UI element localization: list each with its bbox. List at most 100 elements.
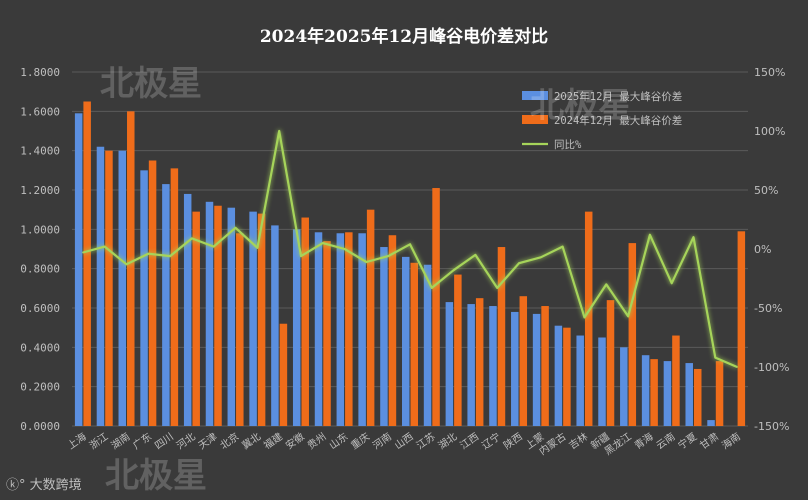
bar-2025 xyxy=(205,201,214,426)
bar-2025 xyxy=(511,311,519,426)
bar-2025 xyxy=(532,313,541,426)
yoy-point xyxy=(714,356,717,359)
yoy-point xyxy=(431,287,433,289)
yoy-point xyxy=(365,261,368,263)
yoy-point xyxy=(343,248,346,250)
bar-2025 xyxy=(554,325,563,426)
bar-2025 xyxy=(96,146,105,426)
bar-2024 xyxy=(148,160,157,426)
yoy-point xyxy=(474,254,477,256)
x-tick-label: 江苏 xyxy=(414,430,438,452)
bar-2024 xyxy=(127,111,135,426)
yoy-point xyxy=(605,283,608,286)
bar-2025 xyxy=(380,247,388,426)
bar-2025 xyxy=(663,361,672,426)
bar-2024 xyxy=(432,188,440,426)
legend-swatch xyxy=(522,115,548,124)
legend-label: 同比% xyxy=(554,138,582,151)
bar-2024 xyxy=(693,368,702,426)
yoy-point xyxy=(387,255,390,257)
y-right-tick-label: 100% xyxy=(754,125,785,138)
y-left-tick-label: 1.4000 xyxy=(20,145,60,158)
yoy-point xyxy=(322,242,324,244)
y-left-tick-label: 1.6000 xyxy=(20,105,60,118)
bar-2024 xyxy=(606,300,615,426)
watermark: 北极星 xyxy=(100,64,202,104)
x-tick-label: 宁夏 xyxy=(675,430,699,452)
bar-2024 xyxy=(628,243,637,426)
y-left-tick-label: 0.0000 xyxy=(20,420,60,433)
bar-2024 xyxy=(497,247,506,426)
watermark: 北极星 xyxy=(105,456,207,496)
x-tick-label: 北京 xyxy=(217,430,241,452)
bar-2025 xyxy=(423,264,432,426)
x-tick-label: 辽宁 xyxy=(479,430,503,452)
x-tick-label: 山西 xyxy=(392,431,415,452)
y-left-tick-label: 0.6000 xyxy=(20,302,60,315)
yoy-point xyxy=(649,234,651,236)
bar-2024 xyxy=(475,298,484,426)
bar-2024 xyxy=(672,335,680,426)
y-right-tick-label: -100% xyxy=(754,361,789,374)
yoy-point xyxy=(540,256,542,259)
bar-2024 xyxy=(214,205,222,426)
x-tick-label: 陕西 xyxy=(501,430,525,452)
x-tick-label: 上海 xyxy=(65,430,89,452)
x-tick-label: 冀北 xyxy=(239,430,263,452)
x-tick-label: 湖北 xyxy=(436,431,459,452)
y-right-tick-label: -150% xyxy=(754,420,789,433)
bar-2025 xyxy=(183,193,192,426)
yoy-point xyxy=(496,287,499,289)
yoy-point xyxy=(583,316,586,319)
x-tick-label: 吉林 xyxy=(566,430,590,452)
bar-2025 xyxy=(162,184,170,426)
bar-2024 xyxy=(279,323,288,426)
bar-2024 xyxy=(236,233,244,426)
x-tick-label: 海南 xyxy=(719,430,743,452)
bar-2024 xyxy=(563,327,571,426)
x-tick-label: 江西 xyxy=(458,431,481,452)
bar-2024 xyxy=(323,241,331,426)
y-left-tick-label: 0.2000 xyxy=(20,381,60,394)
y-left-tick-label: 0.4000 xyxy=(20,341,60,354)
brand-logo-icon: ⓚ° xyxy=(6,478,26,493)
bar-2025 xyxy=(685,363,693,426)
yoy-point xyxy=(212,245,215,248)
y-left-tick-label: 1.0000 xyxy=(20,223,60,236)
legend-label: 2024年12月 最大峰谷价差 xyxy=(554,114,682,127)
x-tick-label: 青海 xyxy=(632,430,656,452)
yoy-point xyxy=(409,243,411,246)
y-left-tick-label: 1.8000 xyxy=(20,66,60,79)
bar-2025 xyxy=(467,304,475,426)
bar-2025 xyxy=(74,113,83,427)
bar-2025 xyxy=(336,233,345,426)
bar-2024 xyxy=(541,306,549,426)
bar-2025 xyxy=(620,347,628,426)
y-right-tick-label: -50% xyxy=(754,302,782,315)
chart-title: 2024年2025年12月峰谷电价差对比 xyxy=(259,27,549,47)
yoy-point xyxy=(278,130,281,132)
yoy-point xyxy=(125,263,128,266)
yoy-point xyxy=(300,255,302,257)
bar-2024 xyxy=(192,211,200,426)
bar-2025 xyxy=(292,229,301,426)
yoy-point xyxy=(82,251,84,254)
bar-2024 xyxy=(301,217,309,426)
bar-2024 xyxy=(454,274,462,426)
bar-2024 xyxy=(257,213,266,426)
bar-2025 xyxy=(445,302,454,426)
yoy-point xyxy=(234,227,237,229)
x-tick-label: 福建 xyxy=(261,430,285,452)
yoy-point xyxy=(191,237,193,240)
bar-2025 xyxy=(402,256,410,426)
bar-2024 xyxy=(83,101,91,426)
bar-2025 xyxy=(314,232,323,426)
yoy-point xyxy=(561,245,564,248)
yoy-point xyxy=(169,255,171,257)
bar-2025 xyxy=(707,420,715,426)
x-tick-label: 河南 xyxy=(370,430,394,452)
yoy-point xyxy=(518,262,520,265)
yoy-point xyxy=(736,366,738,368)
bar-2025 xyxy=(140,170,148,426)
